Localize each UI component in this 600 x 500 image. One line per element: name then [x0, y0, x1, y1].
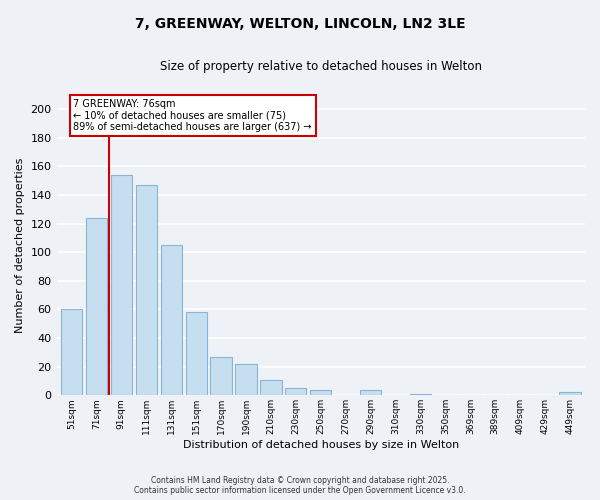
- Text: 7 GREENWAY: 76sqm
← 10% of detached houses are smaller (75)
89% of semi-detached: 7 GREENWAY: 76sqm ← 10% of detached hous…: [73, 100, 312, 132]
- Bar: [185, 312, 207, 396]
- Bar: [285, 388, 307, 396]
- Bar: [61, 310, 82, 396]
- Bar: [86, 218, 107, 396]
- Bar: [559, 392, 581, 396]
- Bar: [211, 356, 232, 396]
- Bar: [111, 175, 132, 396]
- Y-axis label: Number of detached properties: Number of detached properties: [15, 158, 25, 333]
- Bar: [136, 185, 157, 396]
- Bar: [260, 380, 281, 396]
- Bar: [410, 394, 431, 396]
- Bar: [360, 390, 381, 396]
- X-axis label: Distribution of detached houses by size in Welton: Distribution of detached houses by size …: [182, 440, 459, 450]
- Text: 7, GREENWAY, WELTON, LINCOLN, LN2 3LE: 7, GREENWAY, WELTON, LINCOLN, LN2 3LE: [134, 18, 466, 32]
- Bar: [235, 364, 257, 396]
- Bar: [161, 245, 182, 396]
- Bar: [310, 390, 331, 396]
- Text: Contains HM Land Registry data © Crown copyright and database right 2025.
Contai: Contains HM Land Registry data © Crown c…: [134, 476, 466, 495]
- Title: Size of property relative to detached houses in Welton: Size of property relative to detached ho…: [160, 60, 482, 73]
